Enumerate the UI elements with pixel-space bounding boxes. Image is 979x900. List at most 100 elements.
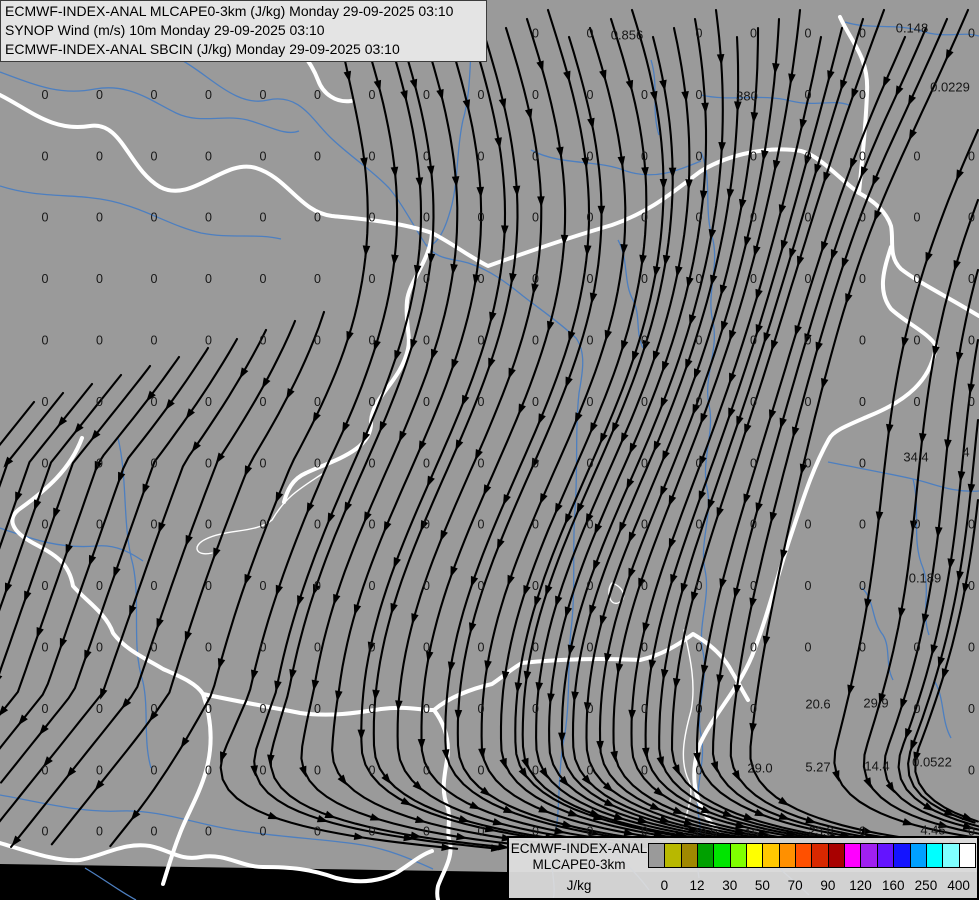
map-zero-label: 0 [314,272,321,286]
map-zero-label: 0 [968,211,975,225]
map-zero-label: 0 [859,641,866,655]
map-zero-label: 0 [96,334,103,348]
map-zero-label: 0 [369,518,376,532]
map-zero-label: 0 [968,825,975,839]
legend-color-cell [811,843,829,868]
map-zero-label: 0 [641,211,648,225]
map-zero-label: 0 [314,579,321,593]
map-zero-label: 0 [696,395,703,409]
map-zero-label: 0 [641,334,648,348]
map-zero-label: 0 [859,456,866,470]
map-zero-label: 0 [641,702,648,716]
map-zero-label: 0 [96,88,103,102]
legend-color-cell [876,843,895,868]
map-zero-label: 0 [587,518,594,532]
map-zero-label: 0 [314,702,321,716]
map-zero-label: 0 [859,334,866,348]
map-zero-label: 0 [532,579,539,593]
map-zero-label: 0 [532,518,539,532]
map-zero-label: 0 [750,518,757,532]
map-zero-label: 0 [205,88,212,102]
map-zero-label: 0 [859,88,866,102]
map-zero-label: 0 [205,456,212,470]
map-zero-label: 0 [260,272,267,286]
map-zero-label: 0 [42,334,49,348]
map-zero-label: 0 [696,149,703,163]
map-zero-label: 0 [859,825,866,839]
map-zero-label: 0 [587,88,594,102]
map-zero-label: 0 [587,579,594,593]
map-zero-label: 0 [641,579,648,593]
map-zero-label: 0 [96,272,103,286]
map-zero-label: 0 [641,763,648,777]
map-zero-label: 0 [96,825,103,839]
map-zero-label: 0 [151,149,158,163]
map-zero-label: 0 [696,334,703,348]
map-zero-label: 0 [641,395,648,409]
map-zero-label: 0 [96,149,103,163]
map-zero-label: 0 [696,641,703,655]
map-zero-label: 0 [205,395,212,409]
map-zero-label: 0 [478,149,485,163]
map-zero-label: 0 [260,763,267,777]
map-zero-label: 0 [423,456,430,470]
map-zero-label: 0 [314,149,321,163]
map-value-label: 20.6 [805,697,830,712]
map-zero-label: 0 [151,456,158,470]
map-zero-label: 0 [587,149,594,163]
map-zero-label: 0 [42,211,49,225]
map-value-label: 23.8 [808,824,833,839]
map-zero-label: 0 [260,518,267,532]
map-zero-label: 0 [859,211,866,225]
legend-color-cell [713,843,731,868]
map-zero-label: 0 [423,641,430,655]
legend-color-cell [942,843,960,868]
title-line-mlcape: ECMWF-INDEX-ANAL MLCAPE0-3km (J/kg) Mond… [5,3,454,19]
map-value-label: 4.45 [920,823,945,838]
map-zero-label: 0 [805,27,812,41]
legend-color-cell [909,843,927,868]
map-zero-label: 0 [260,641,267,655]
map-zero-label: 0 [805,456,812,470]
map-zero-label: 0 [805,211,812,225]
map-zero-label: 0 [151,334,158,348]
map-zero-label: 0 [750,456,757,470]
map-zero-label: 0 [151,88,158,102]
map-zero-label: 0 [750,702,757,716]
map-zero-label: 0 [805,641,812,655]
map-zero-label: 0 [914,641,921,655]
legend-color-cell [795,843,813,868]
legend-title: ECMWF-INDEX-ANAL MLCAPE0-3km [509,841,649,873]
map-zero-label: 0 [42,579,49,593]
map-zero-label: 0 [641,518,648,532]
map-zero-label: 0 [369,825,376,839]
map-zero-label: 0 [914,211,921,225]
map-zero-label: 0 [587,702,594,716]
legend-color-cell [958,843,976,868]
map-zero-label: 0 [859,579,866,593]
map-zero-label: 0 [151,641,158,655]
map-zero-label: 0 [914,272,921,286]
map-zero-label: 0 [369,456,376,470]
map-zero-label: 0 [423,825,430,839]
map-zero-label: 0 [696,579,703,593]
map-zero-label: 0 [532,149,539,163]
map-zero-label: 0 [369,579,376,593]
map-zero-label: 0 [96,641,103,655]
map-zero-label: 0 [314,88,321,102]
map-zero-label: 0 [369,211,376,225]
map-zero-label: 0 [587,334,594,348]
map-zero-label: 0 [478,456,485,470]
map-zero-label: 0 [423,211,430,225]
map-zero-label: 0 [532,702,539,716]
map-zero-label: 0 [532,641,539,655]
map-zero-label: 0 [369,88,376,102]
map-zero-label: 0 [968,27,975,41]
map-zero-label: 0 [205,825,212,839]
map-zero-label: 0 [587,395,594,409]
map-zero-label: 0 [151,272,158,286]
map-zero-label: 0 [478,334,485,348]
map-zero-label: 0 [151,395,158,409]
legend-tick-label: 0 [660,878,669,893]
map-zero-label: 0 [750,579,757,593]
